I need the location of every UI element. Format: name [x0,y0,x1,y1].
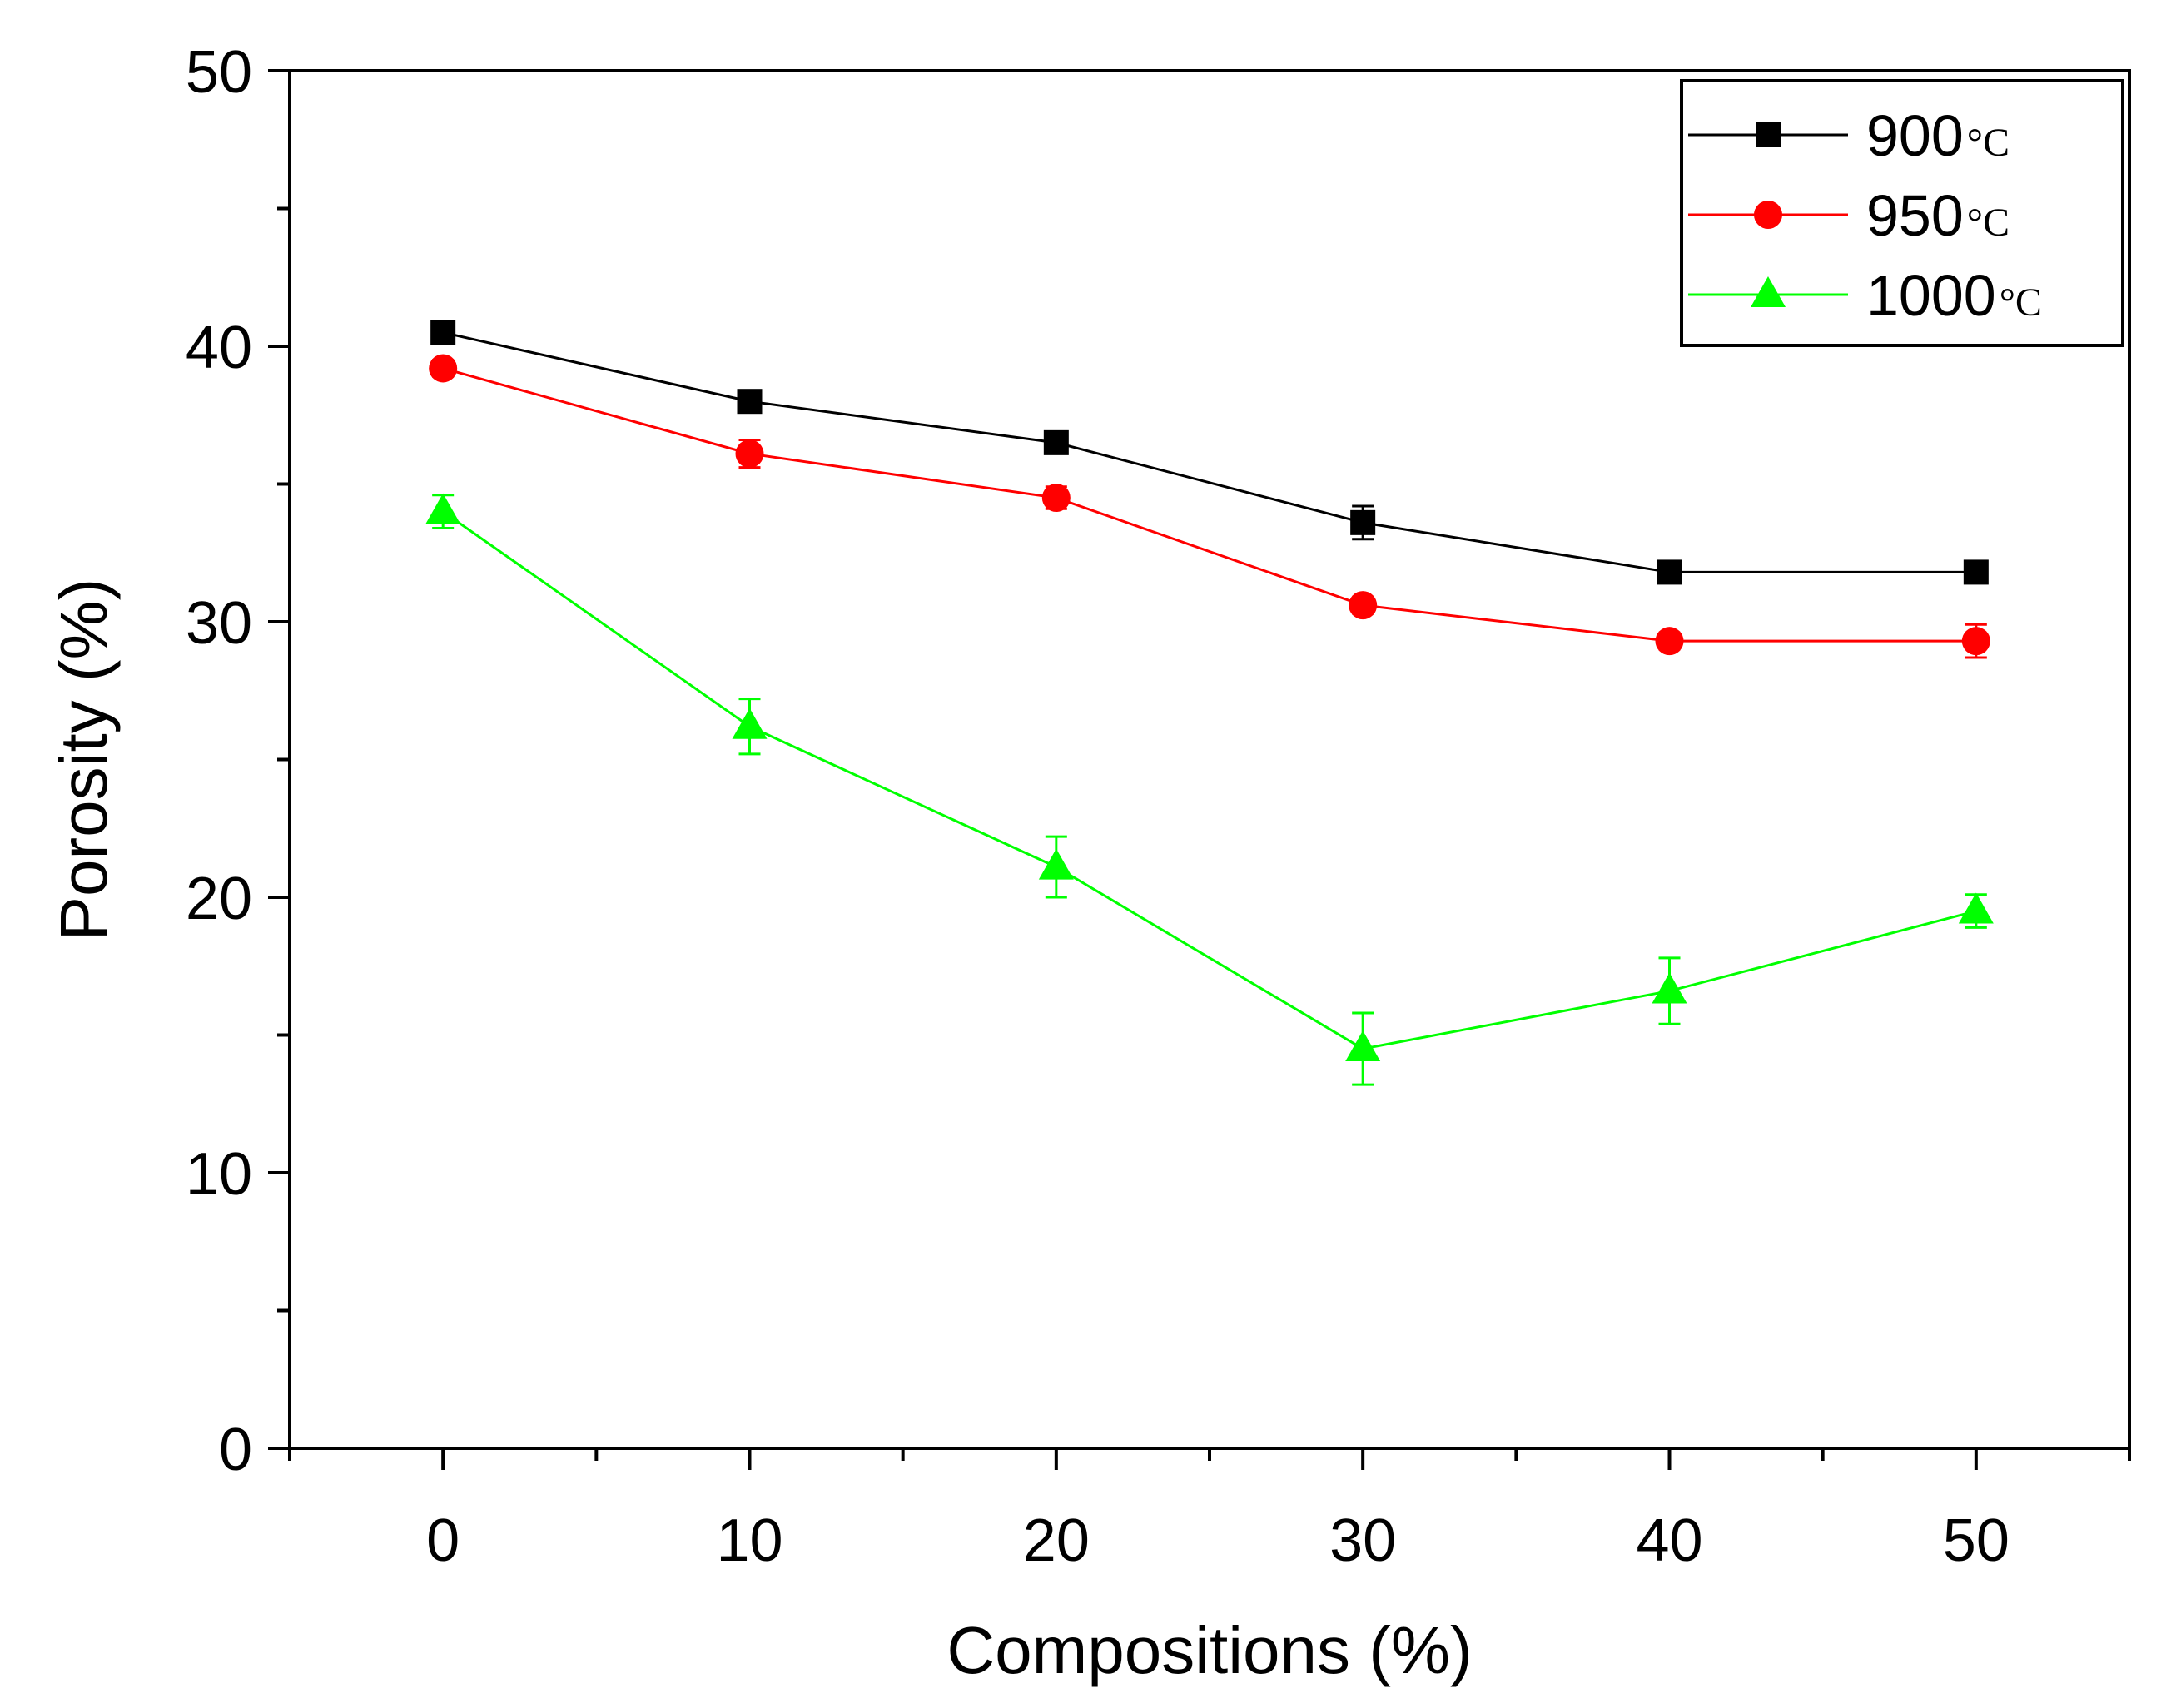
x-tick-label: 10 [716,1507,782,1574]
x-tick-label: 20 [1023,1507,1090,1574]
data-point [1657,559,1682,585]
y-tick-label: 30 [186,590,252,657]
y-tick-label: 10 [186,1141,252,1208]
data-point [1963,559,1989,585]
data-point [430,320,456,345]
data-point [1958,892,1994,924]
y-tick-label: 0 [219,1417,252,1483]
data-point [1041,484,1071,513]
series-layer [425,320,1994,1086]
series-900 [430,320,1989,585]
data-point [1961,627,1990,656]
y-tick-label: 40 [186,315,252,381]
data-point [737,389,763,415]
series-line [442,510,1977,1050]
series-1000 [425,493,1994,1086]
data-point [1043,429,1069,455]
data-point [425,493,461,524]
x-tick-label: 0 [426,1507,460,1574]
y-tick-label: 50 [186,39,252,106]
data-point [429,354,458,383]
legend-unit: °C [1967,201,2010,245]
series-line [442,367,1976,643]
x-tick-label: 50 [1943,1507,2010,1574]
x-tick-label: 30 [1329,1507,1396,1574]
series-line [442,330,1976,573]
legend-unit: °C [2000,281,2042,325]
data-point [1655,627,1684,656]
x-axis-title: Compositions (%) [946,1613,1472,1687]
legend-marker [1756,122,1781,147]
legend-item-1000: 1000°C [1688,263,2042,328]
data-point [1349,591,1378,620]
legend-unit: °C [1967,121,2010,165]
x-tick-label: 40 [1636,1507,1702,1574]
legend-item-900: 900°C [1688,103,2010,168]
data-point [1345,1030,1381,1062]
data-point [1350,509,1376,535]
series-950 [429,354,1990,659]
y-tick-label: 20 [186,866,252,932]
data-point [1038,848,1074,880]
data-point [735,439,764,469]
data-point [1652,972,1687,1004]
axes: 0 10 20 30 40 50 0 10 20 30 40 50 [186,39,2131,1574]
legend-marker [1751,276,1786,307]
data-point [732,708,768,739]
legend-marker [1754,201,1782,229]
legend-label: 1000°C [1866,263,2042,328]
y-axis-title: Porosity (%) [47,578,121,941]
